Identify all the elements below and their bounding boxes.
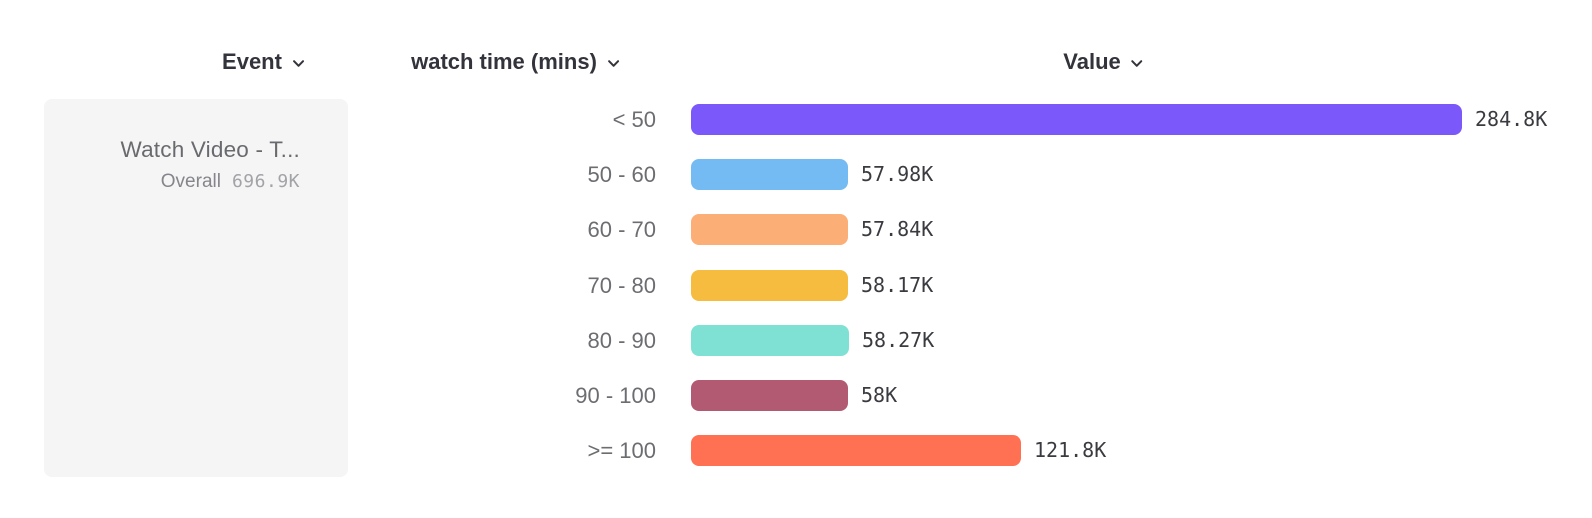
column-header-value-label: Value	[1063, 49, 1121, 74]
bar-row: 70 - 80 58.17K	[0, 269, 1592, 301]
event-overall-row: Overall 696.9K	[120, 171, 300, 193]
bar-row-label: < 50	[612, 107, 656, 132]
column-header-value[interactable]: Value	[1063, 47, 1144, 77]
column-header-breakdown-label: watch time (mins)	[411, 49, 597, 74]
bar-row: 60 - 70 57.84K	[0, 214, 1592, 246]
bar-segment[interactable]	[691, 104, 1462, 135]
chevron-down-icon	[606, 56, 621, 71]
bar-row-label: >= 100	[587, 438, 656, 464]
bar-value-label: 57.98K	[861, 162, 934, 187]
bar-value-label: 121.8K	[1034, 438, 1107, 463]
event-title: Watch Video - T...	[120, 137, 300, 162]
bar-segment[interactable]	[691, 379, 848, 411]
bar-row: 50 - 60 57.98K	[0, 159, 1592, 191]
bar-segment[interactable]	[691, 159, 848, 191]
bar-row-label: 80 - 90	[587, 327, 657, 353]
bar-segment[interactable]	[691, 269, 848, 301]
bar-row-label: 70 - 80	[587, 272, 657, 298]
bar-value-label: 57.84K	[861, 217, 934, 242]
bar-segment[interactable]	[691, 324, 849, 356]
bar-row: < 50 284.8K	[0, 104, 1592, 135]
bar-value-label: 58.27K	[862, 327, 935, 352]
column-header-breakdown[interactable]: watch time (mins)	[411, 47, 621, 77]
bar-row-label: 90 - 100	[575, 382, 656, 408]
overall-value: 696.9K	[231, 171, 300, 192]
bar-row: 80 - 90 58.27K	[0, 324, 1592, 356]
bar-segment[interactable]	[691, 435, 1021, 467]
bar-value-label: 58K	[861, 382, 898, 407]
bar-row-label: 60 - 70	[587, 217, 657, 243]
bar-row-label: 50 - 60	[587, 162, 657, 188]
column-header-event-label: Event	[222, 49, 282, 74]
chevron-down-icon	[291, 56, 306, 71]
bar-segment[interactable]	[691, 214, 848, 246]
bar-row: 90 - 100 58K	[0, 379, 1592, 411]
event-card-content: Watch Video - T... Overall 696.9K	[120, 137, 300, 193]
column-header-event[interactable]: Event	[222, 47, 306, 77]
bar-row: >= 100 121.8K	[0, 435, 1592, 467]
bar-value-label: 58.17K	[861, 272, 934, 297]
bar-value-label: 284.8K	[1475, 107, 1548, 131]
overall-label: Overall	[160, 171, 221, 192]
chevron-down-icon	[1130, 56, 1145, 71]
event-card: Watch Video - T... Overall 696.9K	[44, 99, 348, 477]
